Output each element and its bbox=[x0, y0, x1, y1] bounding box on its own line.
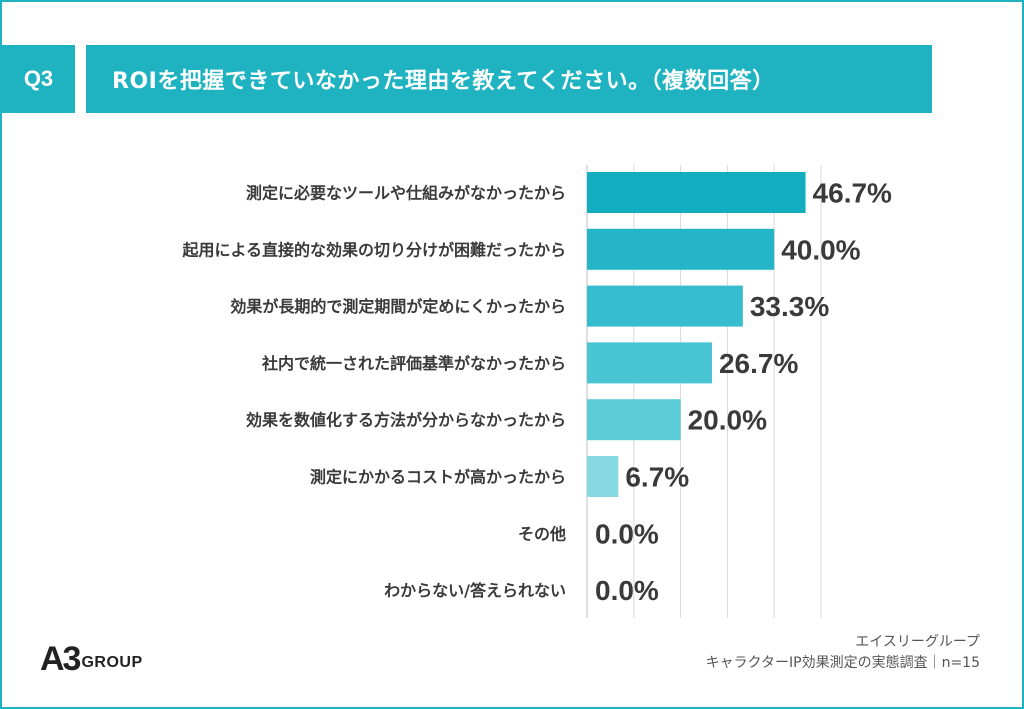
category-label: その他 bbox=[518, 524, 566, 543]
footer: エイスリーグループ キャラクターIP効果測定の実態調査｜n=15 bbox=[706, 632, 980, 674]
category-label: 社内で統一された評価基準がなかったから bbox=[261, 354, 566, 373]
logo-mark: A3 bbox=[40, 640, 81, 678]
category-label: 測定に必要なツールや仕組みがなかったから bbox=[246, 184, 566, 203]
value-label: 33.3% bbox=[750, 291, 829, 322]
bar bbox=[587, 399, 681, 441]
question-badge: Q3 bbox=[2, 45, 75, 113]
value-label: 46.7% bbox=[813, 178, 892, 209]
value-label: 6.7% bbox=[625, 462, 689, 493]
bar bbox=[587, 456, 619, 497]
footer-survey-info: キャラクターIP効果測定の実態調査｜n=15 bbox=[705, 655, 980, 671]
question-title: ROIを把握できていなかった理由を教えてください。（複数回答） bbox=[86, 45, 932, 113]
category-label: 効果を数値化する方法が分からなかったから bbox=[246, 411, 566, 430]
category-label: わからない/答えられない bbox=[384, 581, 566, 600]
logo-text: GROUP bbox=[81, 654, 143, 671]
value-label: 26.7% bbox=[719, 348, 798, 379]
category-label: 起用による直接的な効果の切り分けが困難だったから bbox=[181, 240, 566, 259]
category-label: 効果が長期的で測定期間が定めにくかったから bbox=[230, 297, 566, 316]
company-logo: A3 GROUP bbox=[40, 636, 143, 676]
bar bbox=[587, 285, 743, 327]
value-label: 20.0% bbox=[688, 405, 767, 436]
category-label: 測定にかかるコストが高かったから bbox=[310, 468, 566, 487]
bar bbox=[587, 228, 775, 270]
footer-company: エイスリーグループ bbox=[855, 634, 980, 650]
bar bbox=[587, 172, 806, 213]
value-label: 0.0% bbox=[595, 575, 659, 606]
value-label: 40.0% bbox=[781, 234, 860, 265]
bar bbox=[587, 342, 712, 384]
value-label: 0.0% bbox=[595, 518, 659, 549]
